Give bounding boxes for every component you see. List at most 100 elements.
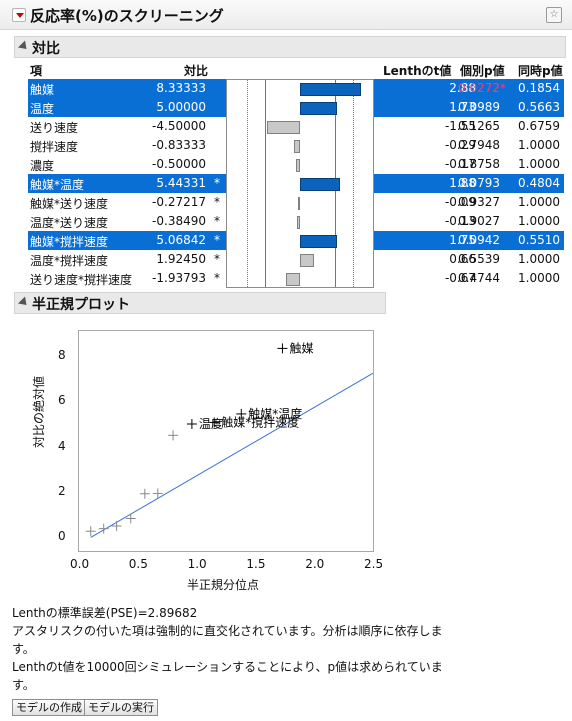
- reference-line: [247, 80, 248, 287]
- row-simultaneous-p: 0.5663: [518, 100, 560, 114]
- contrast-bar: [300, 83, 361, 96]
- row-lenth-t: -0.67: [444, 271, 476, 285]
- y-tick-label: 8: [58, 347, 66, 362]
- contrast-bar: [267, 121, 300, 134]
- contrast-bar: [300, 235, 337, 248]
- contrast-section-header[interactable]: 対比: [14, 36, 566, 58]
- column-header-term: 項: [30, 64, 43, 78]
- contrast-bar: [300, 254, 315, 267]
- row-lenth-t: -0.17: [444, 157, 476, 171]
- table-row[interactable]: 送り速度*撹拌速度 -1.93793 * -0.67 0.4744 1.0000: [28, 269, 564, 288]
- plot-point[interactable]: [209, 417, 220, 428]
- x-axis-label: 半正規分位点: [187, 578, 260, 592]
- row-simultaneous-p: 0.1854: [518, 81, 560, 95]
- row-simultaneous-p: 1.0000: [518, 271, 560, 285]
- contrast-bar-chart: [226, 79, 374, 288]
- row-term: 送り速度: [30, 121, 79, 135]
- y-tick-label: 4: [58, 438, 66, 453]
- row-contrast: 5.00000: [156, 100, 206, 114]
- row-contrast: 1.92450: [156, 252, 206, 266]
- row-lenth-t: 2.88: [449, 81, 476, 95]
- table-row[interactable]: 温度*送り速度 -0.38490 * -0.13 0.9027 1.0000: [28, 212, 564, 231]
- row-simultaneous-p: 0.4804: [518, 176, 560, 190]
- row-lenth-t: -0.29: [444, 138, 476, 152]
- report-titlebar: 反応率(%)のスクリーニング ☆: [0, 0, 572, 30]
- row-individual-p: 0.0272*: [458, 81, 506, 95]
- row-simultaneous-p: 1.0000: [518, 157, 560, 171]
- row-simultaneous-p: 0.6759: [518, 119, 560, 133]
- reference-line: [265, 80, 266, 287]
- table-row[interactable]: 撹拌速度 -0.83333 -0.29 0.7948 1.0000: [28, 136, 564, 155]
- plot-point[interactable]: [125, 513, 136, 524]
- row-contrast: -1.93793: [152, 271, 206, 285]
- run-model-button[interactable]: モデルの実行: [84, 699, 158, 716]
- contrast-bar: [285, 273, 300, 286]
- row-individual-p: 0.5539: [458, 252, 500, 266]
- row-individual-p: 0.9027: [458, 214, 500, 228]
- plot-point[interactable]: [236, 408, 247, 419]
- row-contrast: -0.83333: [152, 138, 206, 152]
- row-contrast: 8.33333: [156, 81, 206, 95]
- row-term: 触媒*温度: [30, 178, 85, 192]
- column-header-individual-p: 個別p値: [460, 64, 505, 78]
- row-contrast: -0.27217: [152, 195, 206, 209]
- row-lenth-t: 0.66: [449, 252, 476, 266]
- note-simulation-1: Lenthのt値を10000回シミュレーションすることにより、p値は求められてい…: [12, 660, 443, 674]
- row-term: 送り速度*撹拌速度: [30, 273, 133, 287]
- row-simultaneous-p: 0.5510: [518, 233, 560, 247]
- row-individual-p: 0.8758: [458, 157, 500, 171]
- disclosure-triangle-icon[interactable]: [17, 296, 31, 309]
- row-individual-p: 0.0989: [458, 100, 500, 114]
- row-orthogonal-star: *: [214, 214, 220, 228]
- plot-point[interactable]: [139, 488, 150, 499]
- table-row[interactable]: 濃度 -0.50000 -0.17 0.8758 1.0000: [28, 155, 564, 174]
- row-contrast: -4.50000: [152, 119, 206, 133]
- row-term: 触媒*送り速度: [30, 197, 109, 211]
- row-contrast: 5.44331: [156, 176, 206, 190]
- column-header-simultaneous-p: 同時p値: [518, 64, 563, 78]
- red-triangle-menu-icon[interactable]: [12, 8, 26, 22]
- x-tick-label: 0.0: [70, 557, 90, 571]
- half-normal-section-title: 半正規プロット: [32, 297, 130, 313]
- table-row[interactable]: 温度*撹拌速度 1.92450 * 0.66 0.5539 1.0000: [28, 250, 564, 269]
- x-tick-label: 0.5: [128, 557, 148, 571]
- row-lenth-t: 1.75: [449, 233, 476, 247]
- contrast-bar: [300, 178, 340, 191]
- row-individual-p: 0.7948: [458, 138, 500, 152]
- row-individual-p: 0.0793: [458, 176, 500, 190]
- x-tick-label: 1.0: [187, 557, 207, 571]
- row-lenth-t: -0.13: [444, 214, 476, 228]
- row-term: 温度*送り速度: [30, 216, 109, 230]
- row-term: 濃度: [30, 159, 55, 173]
- pin-icon[interactable]: ☆: [546, 7, 562, 23]
- plot-point[interactable]: [152, 488, 163, 499]
- row-lenth-t: -0.09: [444, 195, 476, 209]
- row-orthogonal-star: *: [214, 271, 220, 285]
- row-orthogonal-star: *: [214, 176, 220, 190]
- contrast-bar: [296, 159, 300, 172]
- column-header-lenth-t: Lenthのt値: [383, 64, 452, 78]
- x-tick-label: 1.5: [246, 557, 266, 571]
- plot-point[interactable]: [186, 418, 197, 429]
- point-label: 触媒*撹拌速度: [221, 414, 299, 429]
- fit-line: [90, 372, 374, 538]
- disclosure-triangle-icon[interactable]: [17, 40, 31, 53]
- table-row[interactable]: 送り速度 -4.50000 -1.55 0.1265 0.6759: [28, 117, 564, 136]
- plot-point[interactable]: [98, 523, 109, 534]
- row-individual-p: 0.9327: [458, 195, 500, 209]
- plot-point[interactable]: [111, 521, 122, 532]
- plot-point[interactable]: [168, 430, 179, 441]
- row-contrast: -0.38490: [152, 214, 206, 228]
- contrast-section-title: 対比: [32, 41, 60, 57]
- half-normal-section-header[interactable]: 半正規プロット: [14, 292, 386, 314]
- y-tick-label: 6: [58, 393, 66, 408]
- contrast-bar: [298, 197, 300, 210]
- note-simulation-2: す。: [12, 678, 35, 692]
- row-simultaneous-p: 1.0000: [518, 195, 560, 209]
- make-model-button[interactable]: モデルの作成: [12, 699, 86, 716]
- table-row[interactable]: 触媒*送り速度 -0.27217 * -0.09 0.9327 1.0000: [28, 193, 564, 212]
- plot-point[interactable]: [85, 526, 96, 537]
- plot-point[interactable]: [277, 343, 288, 354]
- row-term: 温度: [30, 102, 55, 116]
